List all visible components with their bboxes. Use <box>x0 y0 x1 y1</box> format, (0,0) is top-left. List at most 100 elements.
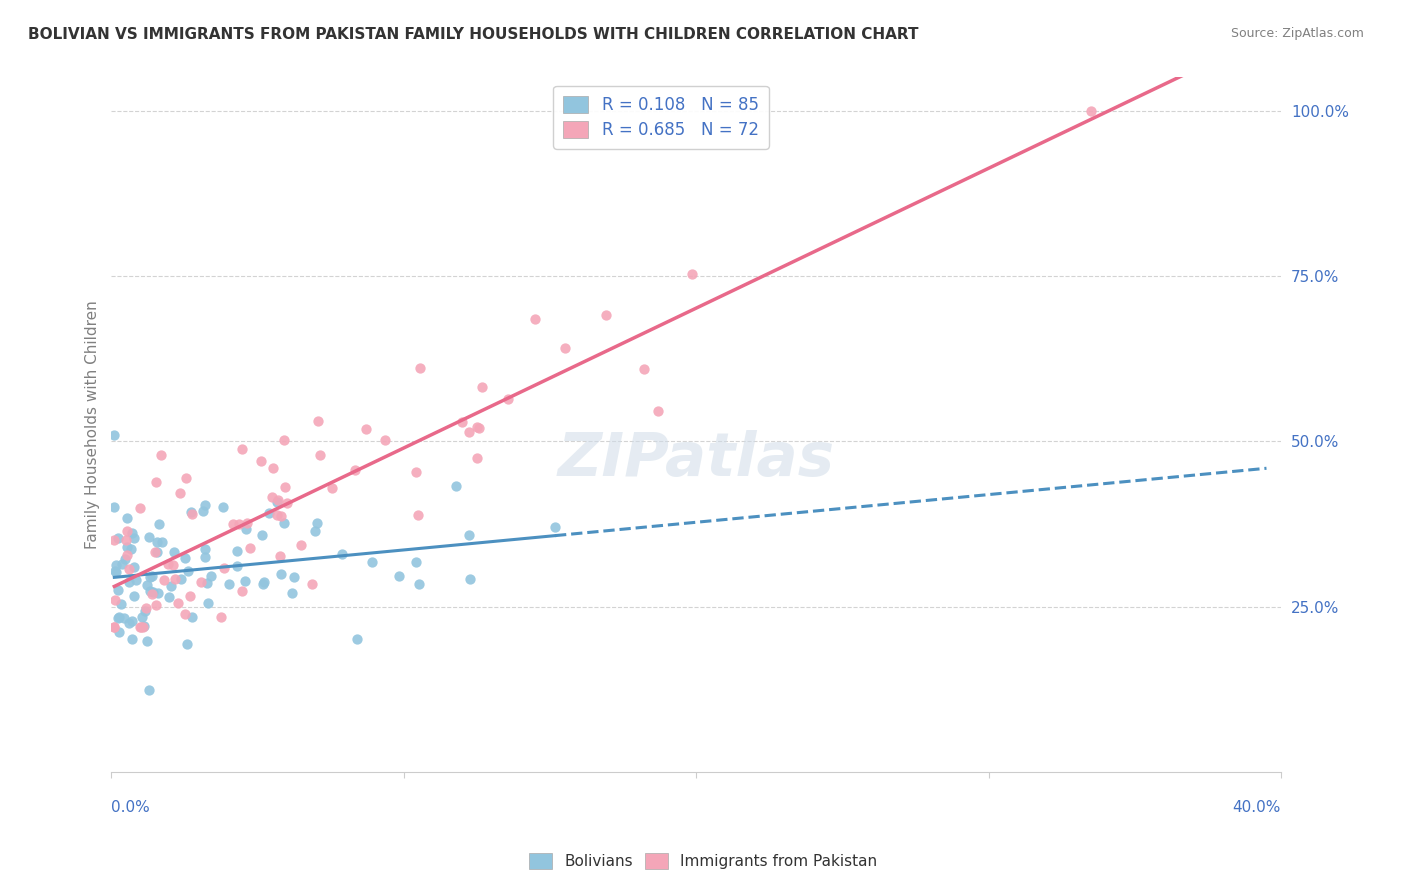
Point <box>132 619 155 633</box>
Point <box>222 516 245 531</box>
Point <box>134 604 156 618</box>
Point <box>135 600 157 615</box>
Point <box>290 538 312 552</box>
Point <box>231 442 253 457</box>
Point <box>176 637 198 651</box>
Text: ZIPatlas: ZIPatlas <box>558 430 835 489</box>
Point <box>209 610 232 624</box>
Point <box>193 504 215 518</box>
Point <box>132 619 155 633</box>
Point <box>138 530 160 544</box>
Point <box>211 500 233 515</box>
Point <box>262 461 284 475</box>
Point <box>108 624 131 639</box>
Point <box>135 578 157 592</box>
Point <box>343 463 366 477</box>
Point <box>162 558 184 573</box>
Point <box>118 615 141 630</box>
Point <box>307 414 329 428</box>
Point <box>103 500 125 514</box>
Point <box>200 569 222 583</box>
Point <box>595 309 617 323</box>
Point <box>104 592 127 607</box>
Point <box>131 610 153 624</box>
Point <box>233 574 256 588</box>
Point <box>138 584 160 599</box>
Point <box>159 579 181 593</box>
Point <box>115 511 138 525</box>
Point <box>681 267 703 281</box>
Point <box>283 570 305 584</box>
Point <box>257 506 280 520</box>
Point <box>231 583 253 598</box>
Point <box>129 619 152 633</box>
Point <box>143 544 166 558</box>
Point <box>374 433 396 447</box>
Point <box>1080 103 1102 118</box>
Point <box>125 573 148 587</box>
Point <box>273 434 295 448</box>
Point <box>145 475 167 490</box>
Point <box>103 619 125 633</box>
Point <box>111 557 134 571</box>
Point <box>141 585 163 599</box>
Point <box>174 551 197 566</box>
Point <box>361 555 384 569</box>
Point <box>496 392 519 406</box>
Point <box>408 577 430 591</box>
Point <box>252 577 274 591</box>
Point <box>105 565 128 579</box>
Point <box>405 555 427 569</box>
Point <box>406 508 429 523</box>
Point <box>226 558 249 573</box>
Point <box>554 341 576 355</box>
Point <box>121 632 143 646</box>
Point <box>120 542 142 557</box>
Point <box>138 570 160 584</box>
Point <box>194 542 217 557</box>
Point <box>458 425 481 440</box>
Point <box>270 508 292 523</box>
Point <box>141 587 163 601</box>
Point <box>103 428 125 442</box>
Point <box>330 547 353 561</box>
Point <box>150 534 173 549</box>
Point <box>260 491 283 505</box>
Point <box>114 552 136 566</box>
Point <box>387 569 409 583</box>
Point <box>108 610 131 624</box>
Point <box>145 598 167 612</box>
Point <box>112 611 135 625</box>
Point <box>148 517 170 532</box>
Point <box>163 572 186 586</box>
Point <box>544 520 567 534</box>
Point <box>269 549 291 563</box>
Point <box>145 534 167 549</box>
Text: Source: ZipAtlas.com: Source: ZipAtlas.com <box>1230 27 1364 40</box>
Point <box>465 450 488 465</box>
Point <box>121 526 143 541</box>
Point <box>146 586 169 600</box>
Point <box>194 498 217 512</box>
Point <box>446 479 468 493</box>
Point <box>226 544 249 558</box>
Point <box>163 544 186 558</box>
Point <box>114 533 136 548</box>
Point <box>266 494 288 508</box>
Point <box>457 528 479 542</box>
Point <box>117 562 139 576</box>
Point <box>103 533 125 547</box>
Point <box>103 619 125 633</box>
Point <box>228 517 250 532</box>
Point <box>169 486 191 500</box>
Legend: R = 0.108   N = 85, R = 0.685   N = 72: R = 0.108 N = 85, R = 0.685 N = 72 <box>554 86 769 149</box>
Point <box>174 607 197 621</box>
Point <box>304 524 326 538</box>
Y-axis label: Family Households with Children: Family Households with Children <box>86 301 100 549</box>
Point <box>235 522 257 536</box>
Point <box>128 501 150 516</box>
Point <box>266 508 288 522</box>
Point <box>250 454 273 468</box>
Text: BOLIVIAN VS IMMIGRANTS FROM PAKISTAN FAMILY HOUSEHOLDS WITH CHILDREN CORRELATION: BOLIVIAN VS IMMIGRANTS FROM PAKISTAN FAM… <box>28 27 918 42</box>
Point <box>458 572 481 586</box>
